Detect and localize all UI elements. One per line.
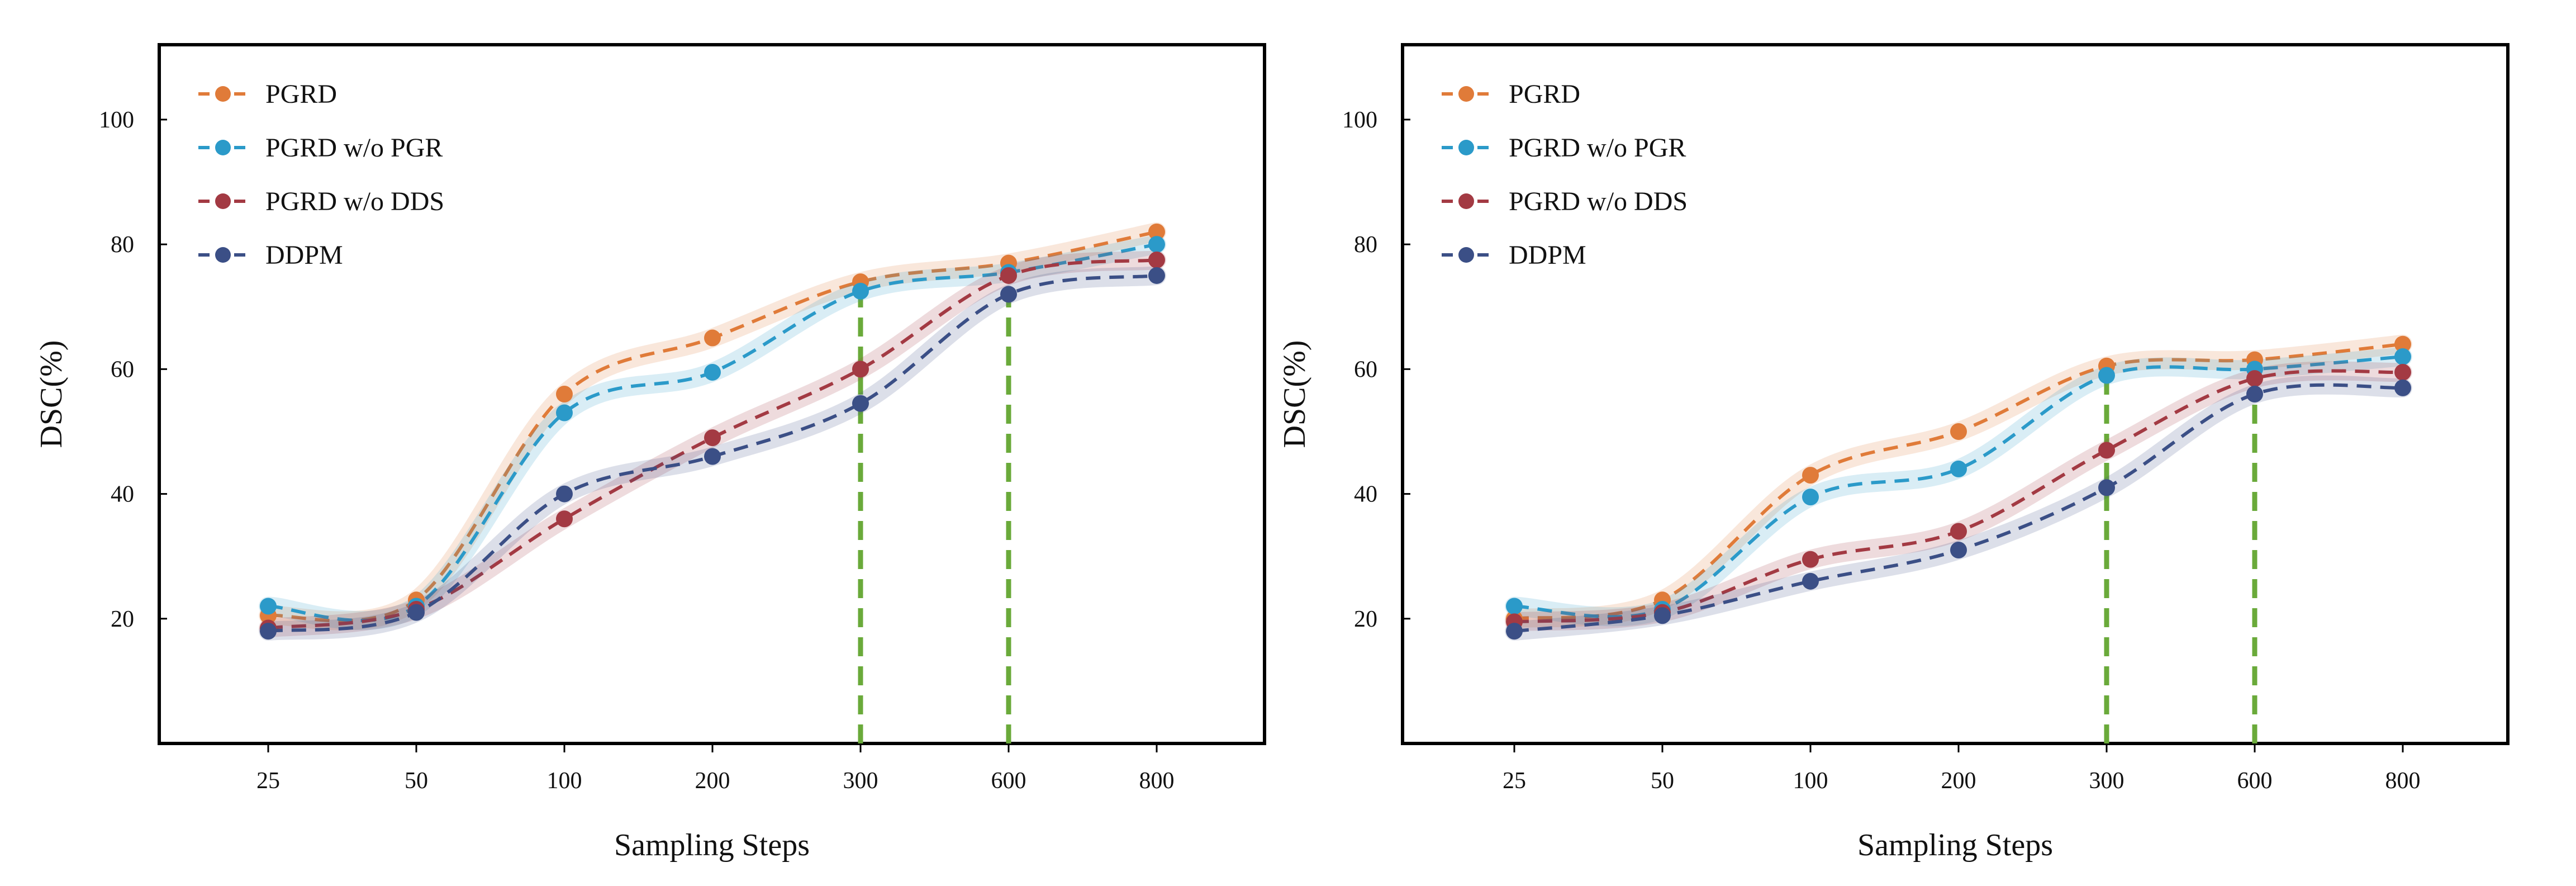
x-tick-label: 300 [2089,768,2125,794]
legend-label: PGRD w/o PGR [1509,133,1686,163]
data-point [556,386,573,402]
x-tick-label: 100 [547,768,582,794]
data-point [1148,236,1165,253]
legend-label: PGRD w/o DDS [1509,187,1688,216]
data-point [260,598,277,615]
data-point [1506,623,1523,640]
data-point [1654,607,1671,624]
y-tick-label: 40 [111,482,134,508]
data-point [2098,442,2115,459]
data-point [704,329,721,347]
data-point [556,404,573,421]
data-point [260,623,277,640]
data-point [2246,370,2263,387]
data-point [2394,348,2411,366]
data-point [1802,572,1819,590]
data-point [1950,423,1967,440]
x-tick-label: 200 [1941,768,1976,794]
legend-label: PGRD [265,79,337,109]
x-tick-label: 25 [1503,768,1526,794]
data-point [1148,252,1165,269]
legend-label: DDPM [265,240,343,270]
data-point [1802,551,1819,568]
x-tick-label: 600 [991,768,1026,794]
data-point [704,448,721,465]
data-point [2394,363,2411,381]
data-point [1950,542,1967,559]
y-tick-label: 20 [111,607,134,632]
y-tick-label: 60 [1354,357,1377,382]
series-line [1514,369,2403,624]
y-tick-label: 100 [1342,107,1377,133]
legend-marker [215,247,231,263]
data-point [852,361,869,378]
data-point [852,395,869,412]
x-tick-label: 50 [405,768,428,794]
chart-panel-1: 20 40 60 80 100 25 50 100 200 300 600 800 Sampling S… [34,43,1266,863]
x-tick-label: 300 [843,768,878,794]
legend-marker [1458,193,1474,209]
data-point [2394,335,2411,353]
x-tick-label: 200 [695,768,730,794]
plot-frame [1401,43,2510,745]
data-point [1000,267,1017,284]
legend-label: PGRD w/o DDS [265,187,444,216]
x-tick-label: 100 [1793,768,1828,794]
x-axis-title: Sampling Steps [614,828,810,863]
legend-marker [215,140,231,155]
x-tick-label: 800 [2385,768,2421,794]
data-point [1148,267,1165,284]
chart-panel-2: 20 40 60 80 100 25 50 100 200 300 600 800 Sampling S… [1277,43,2510,863]
y-axis-title: DSC(%) [1277,340,1312,448]
data-point [1000,286,1017,303]
data-point [1802,467,1819,484]
data-point [1950,460,1967,477]
data-point [556,485,573,503]
y-tick-label: 100 [99,107,134,133]
data-point [408,604,425,621]
x-tick-label: 25 [256,768,280,794]
x-tick-label: 800 [1139,768,1175,794]
data-point [2246,386,2263,402]
data-point [704,429,721,447]
data-point [2098,367,2115,384]
legend-marker [1458,140,1474,155]
legend-marker [215,86,231,102]
y-tick-label: 60 [111,357,134,382]
data-point [1506,598,1523,615]
legend-label: PGRD [1509,79,1580,109]
legend-label: PGRD w/o PGR [265,133,443,163]
y-tick-label: 20 [1354,607,1377,632]
x-axis-title: Sampling Steps [1857,828,2053,863]
legend-marker [1458,247,1474,263]
x-tick-label: 600 [2237,768,2273,794]
legend-marker [215,193,231,209]
data-point [852,282,869,300]
x-tick-label: 50 [1651,768,1674,794]
data-point [1148,223,1165,240]
legend-label: DDPM [1509,240,1586,270]
data-point [2394,379,2411,396]
data-point [2098,479,2115,496]
data-point [1802,489,1819,506]
y-tick-label: 80 [1354,232,1377,258]
data-point [704,363,721,381]
y-tick-label: 80 [111,232,134,258]
series-band [1505,361,2412,632]
y-axis-title: DSC(%) [34,340,69,448]
legend-marker [1458,86,1474,102]
y-tick-label: 40 [1354,482,1377,508]
data-point [556,510,573,528]
data-point [1950,523,1967,540]
